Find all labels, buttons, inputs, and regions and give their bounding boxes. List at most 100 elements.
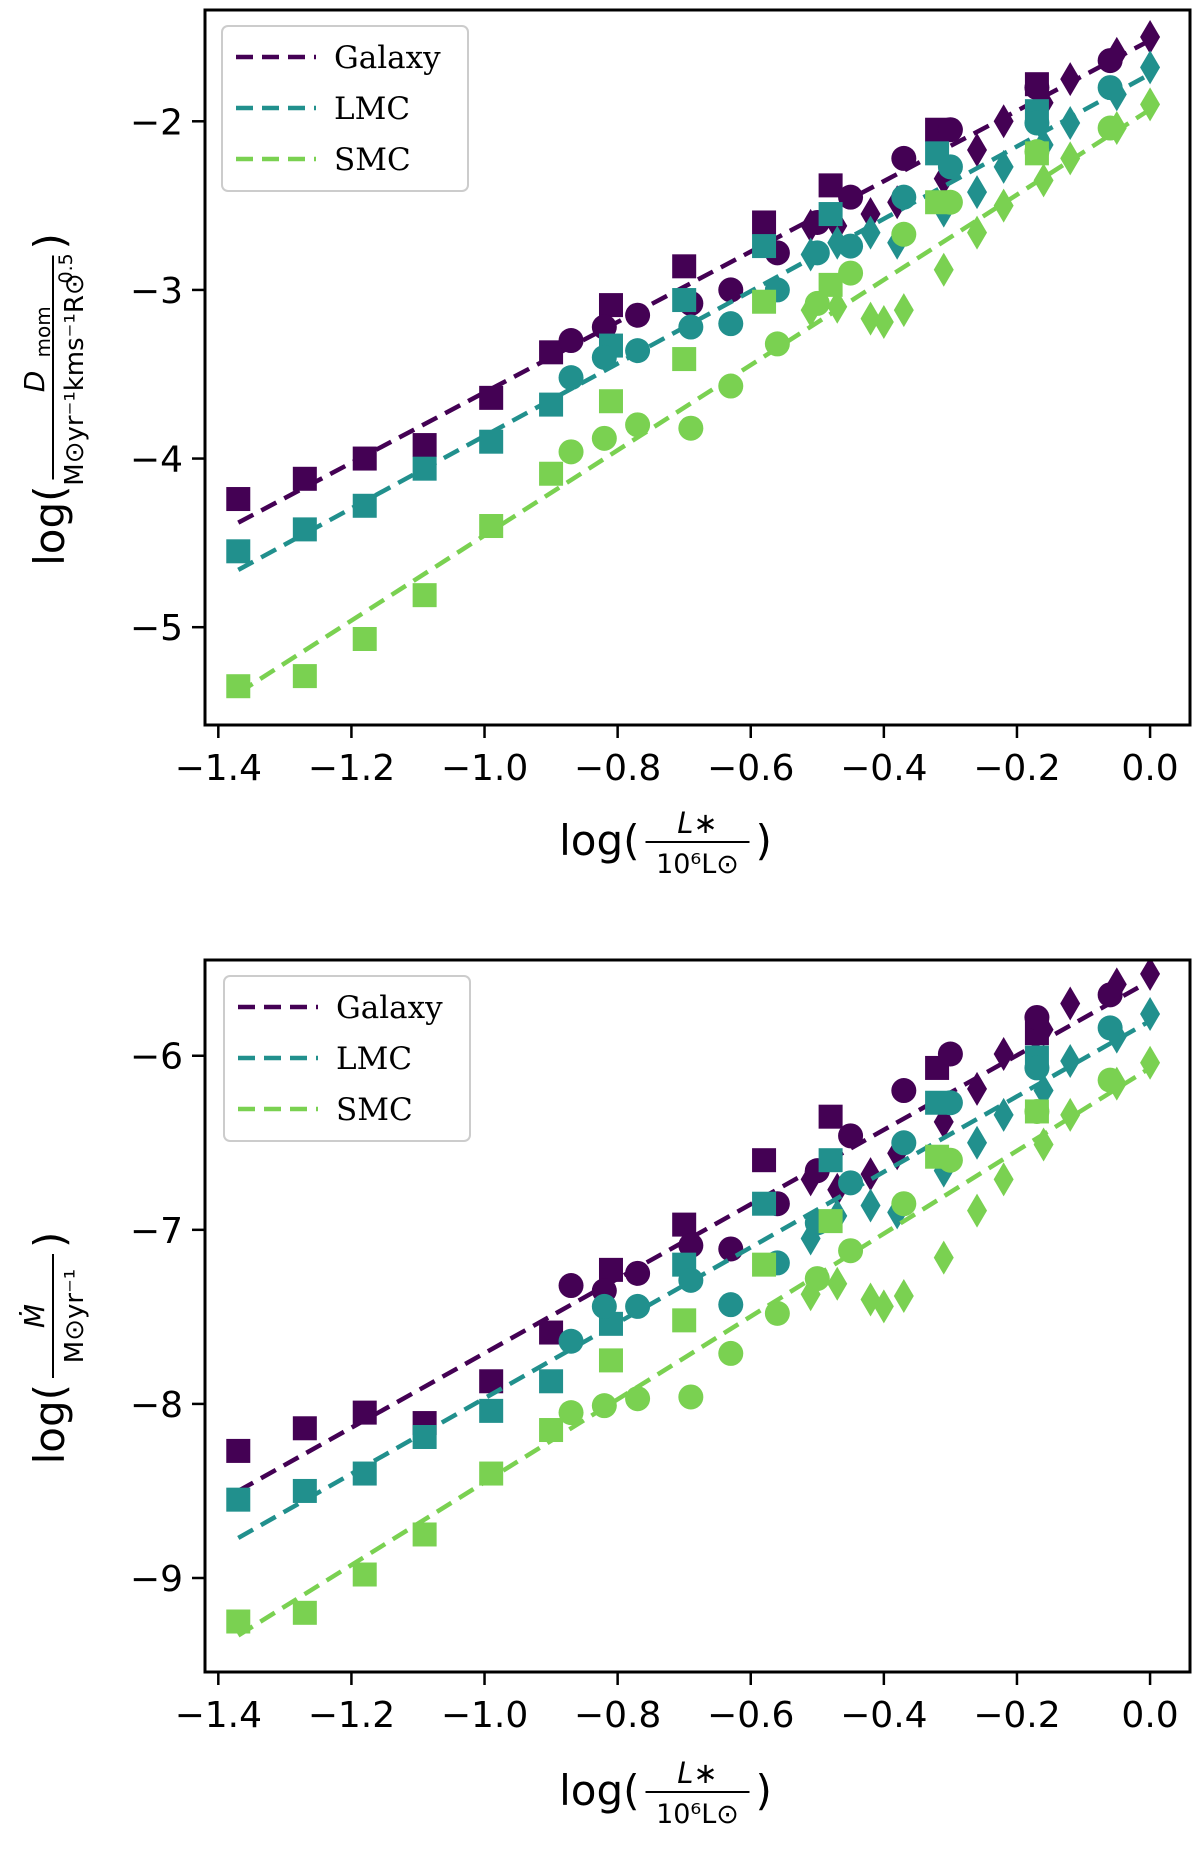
- diamond-point: [893, 293, 914, 328]
- square-point: [818, 202, 843, 227]
- diamond-point: [1060, 1097, 1081, 1132]
- square-point: [479, 1461, 504, 1486]
- legend-box: [223, 975, 471, 1142]
- x-axis-label-num: L∗: [677, 1756, 717, 1790]
- series-galaxy: [226, 19, 1161, 525]
- diamond-point: [933, 1240, 954, 1275]
- x-tick-label: 0.0: [1121, 1695, 1178, 1736]
- y-axis-label-num: D: [18, 371, 51, 393]
- circle-point: [718, 373, 744, 399]
- y-axis-label-num: Ṁ: [18, 1304, 51, 1328]
- square-point: [598, 1348, 623, 1373]
- circle-point: [558, 1328, 584, 1354]
- x-axis-label-den: 10⁶L⊙: [656, 849, 739, 880]
- square-point: [226, 539, 251, 564]
- plot-frame: [203, 8, 1192, 727]
- circle-point: [591, 1293, 617, 1319]
- x-tick-label: 0.0: [1121, 748, 1178, 789]
- diamond-point: [1060, 62, 1081, 97]
- diamond-point: [827, 225, 848, 260]
- circle-point: [625, 412, 651, 438]
- square-point: [539, 461, 564, 486]
- circle-point: [678, 1267, 704, 1293]
- fit-line-smc: [237, 107, 1152, 695]
- x-tick-label: −1.4: [175, 1695, 262, 1736]
- circle-point: [891, 1191, 917, 1217]
- x-tick-label: −0.4: [840, 748, 927, 789]
- square-point: [598, 1257, 623, 1282]
- diamond-point: [1060, 141, 1081, 176]
- x-axis-label-fn: log(: [559, 1766, 639, 1815]
- legend-label-smc: SMC: [334, 142, 411, 178]
- square-point: [539, 340, 564, 365]
- x-axis-label-fn: log(: [559, 816, 639, 865]
- y-tick-label: −3: [130, 271, 183, 312]
- square-point: [539, 1369, 564, 1394]
- diamond-point: [993, 149, 1014, 184]
- square-point: [412, 433, 437, 458]
- circle-point: [838, 1170, 864, 1196]
- diamond-point: [1106, 967, 1127, 1002]
- circle-point: [625, 338, 651, 364]
- diamond-point: [860, 215, 881, 250]
- diamond-point: [993, 1162, 1014, 1197]
- circle-point: [558, 1400, 584, 1426]
- square-point: [352, 493, 377, 518]
- x-tick-label: −1.2: [308, 1695, 395, 1736]
- circle-point: [1024, 1055, 1050, 1081]
- square-point: [412, 1522, 437, 1547]
- circle-point: [891, 1078, 917, 1104]
- circle-point: [937, 117, 963, 143]
- x-tick-label: −1.2: [308, 748, 395, 789]
- diamond-point: [933, 252, 954, 287]
- diamond-point: [967, 132, 988, 167]
- circle-point: [891, 145, 917, 171]
- square-point: [226, 1438, 251, 1463]
- square-point: [818, 1209, 843, 1234]
- square-point: [479, 385, 504, 410]
- circle-point: [764, 331, 790, 357]
- diamond-point: [967, 1071, 988, 1106]
- circle-point: [625, 1386, 651, 1412]
- circle-point: [625, 1293, 651, 1319]
- diamond-point: [1140, 996, 1161, 1031]
- diamond-point: [993, 104, 1014, 139]
- x-axis-label-close: ): [756, 1766, 772, 1815]
- legend-label-galaxy: Galaxy: [334, 40, 441, 76]
- diamond-point: [800, 293, 821, 328]
- square-point: [352, 626, 377, 651]
- diamond-point: [1060, 105, 1081, 140]
- square-point: [352, 1461, 377, 1486]
- bottom-chart-mass-loss: −1.4 −1.2 −1.0 −0.8 −0.6 −0.4 −0.2 0.0 −9 −8 −7 −6 G…: [18, 958, 1192, 1830]
- circle-point: [718, 277, 744, 303]
- square-point: [292, 664, 317, 689]
- plot-frame: [203, 958, 1192, 1674]
- circle-point: [678, 415, 704, 441]
- circle-point: [558, 365, 584, 391]
- square-point: [752, 289, 777, 314]
- square-point: [752, 234, 777, 259]
- square-point: [752, 1191, 777, 1216]
- square-point: [539, 1418, 564, 1443]
- y-tick-label: −2: [130, 102, 183, 143]
- square-point: [598, 389, 623, 414]
- y-axis-label-den: M⊙yr⁻¹: [60, 1269, 90, 1363]
- square-point: [412, 1424, 437, 1449]
- circle-point: [838, 1238, 864, 1264]
- series-smc: [226, 1045, 1161, 1638]
- diamond-point: [1106, 36, 1127, 71]
- legend: Galaxy LMC SMC: [223, 975, 471, 1142]
- circle-point: [1024, 139, 1050, 165]
- y-tick-label: −7: [130, 1211, 183, 1252]
- y-tick-label: −5: [130, 608, 183, 649]
- circle-point: [764, 1300, 790, 1326]
- x-axis-label: log(L∗ 10⁶L⊙): [559, 1756, 772, 1830]
- diamond-point: [800, 1277, 821, 1312]
- diamond-point: [860, 1188, 881, 1223]
- y-axis-label-close: ): [25, 233, 74, 249]
- circle-point: [937, 189, 963, 215]
- circle-point: [718, 1292, 744, 1318]
- square-point: [598, 293, 623, 318]
